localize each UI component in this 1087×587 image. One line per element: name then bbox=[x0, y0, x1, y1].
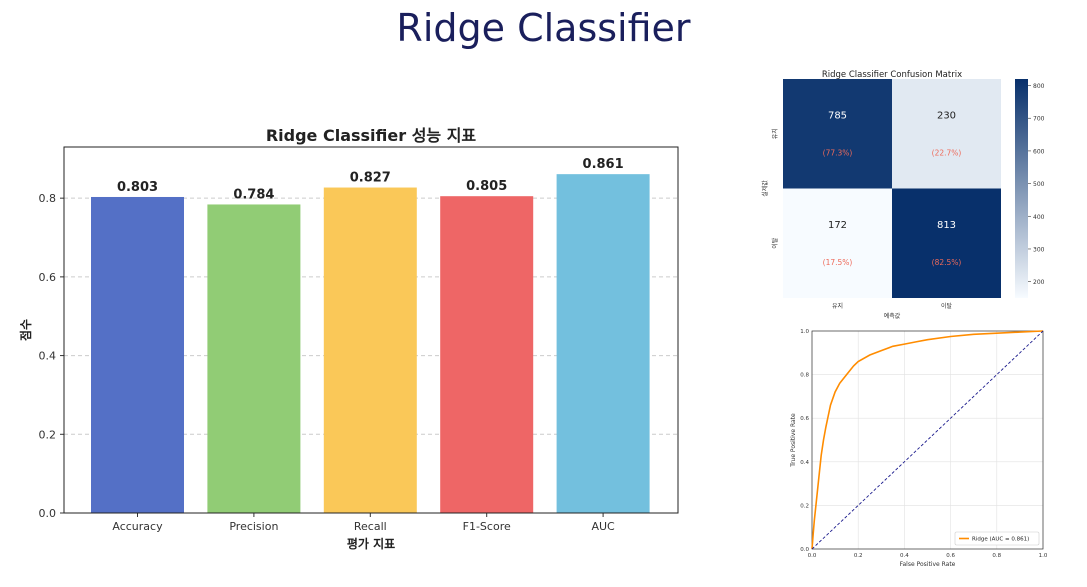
roc-x-tick-label: 0.4 bbox=[900, 553, 909, 559]
bar-value-label: 0.827 bbox=[350, 171, 391, 186]
roc-x-tick-label: 0.2 bbox=[854, 553, 863, 559]
bar-chart: Ridge Classifier 성능 지표 0.0 0.2 0.4 0.6 0.8 0.8… bbox=[18, 126, 679, 551]
x-tick-label: F1-Score bbox=[463, 520, 511, 533]
row-tick-label: 유지 bbox=[771, 128, 779, 139]
cm-y-axis-label: 실제값 bbox=[761, 180, 769, 197]
confusion-matrix-chart: Ridge Classifier Confusion Matrix 785 (77.… bbox=[761, 70, 1045, 320]
chance-diagonal-line bbox=[811, 330, 1044, 550]
col-tick-label: 이탈 bbox=[941, 302, 953, 310]
y-tick-label: 0.8 bbox=[39, 192, 57, 205]
matrix-cell bbox=[783, 79, 892, 189]
colorbar-tick-label: 400 bbox=[1033, 214, 1045, 221]
bar-value-label: 0.803 bbox=[117, 180, 158, 195]
colorbar-tick-label: 600 bbox=[1033, 148, 1045, 155]
x-tick-label: AUC bbox=[591, 520, 615, 533]
cell-percent-label: (82.5%) bbox=[932, 258, 962, 267]
row-tick-label: 이탈 bbox=[771, 237, 779, 249]
colorbar-tick-label: 300 bbox=[1033, 246, 1045, 253]
slide-title: Ridge Classifier bbox=[396, 6, 691, 50]
colorbar-tick-label: 700 bbox=[1033, 116, 1045, 123]
cell-percent-label: (77.3%) bbox=[823, 149, 853, 158]
roc-x-tick-label: 0.6 bbox=[946, 553, 955, 559]
roc-y-tick-label: 0.2 bbox=[800, 503, 809, 509]
bar-value-label: 0.784 bbox=[233, 187, 274, 202]
colorbar-tick-label: 200 bbox=[1033, 279, 1045, 286]
cell-percent-label: (22.7%) bbox=[932, 149, 962, 158]
cell-count-label: 230 bbox=[937, 110, 956, 121]
bar-accuracy bbox=[91, 196, 184, 513]
cell-count-label: 785 bbox=[828, 110, 847, 121]
confusion-matrix-title: Ridge Classifier Confusion Matrix bbox=[822, 70, 962, 80]
cm-x-axis-label: 예측값 bbox=[884, 312, 901, 320]
x-tick-label: Accuracy bbox=[112, 520, 163, 533]
roc-curve-line bbox=[811, 330, 1044, 550]
bar-value-label: 0.805 bbox=[466, 179, 507, 194]
colorbar bbox=[1015, 79, 1028, 298]
matrix-cell bbox=[892, 188, 1001, 298]
bar-precision bbox=[207, 204, 301, 513]
bar-auc bbox=[556, 174, 650, 513]
x-tick-label: Recall bbox=[354, 520, 387, 533]
y-tick-label: 0.4 bbox=[39, 350, 57, 363]
bar-recall bbox=[323, 187, 417, 513]
roc-x-axis-label: False Positive Rate bbox=[900, 561, 956, 568]
roc-y-tick-label: 1.0 bbox=[800, 329, 809, 335]
roc-x-tick-label: 1.0 bbox=[1039, 553, 1048, 559]
cell-count-label: 813 bbox=[937, 220, 956, 231]
bar-f1-score bbox=[440, 196, 534, 513]
colorbar-tick-label: 800 bbox=[1033, 83, 1045, 90]
bar-x-axis-label: 평가 지표 bbox=[347, 536, 395, 551]
bar-value-label: 0.861 bbox=[583, 157, 624, 172]
roc-y-tick-label: 0.4 bbox=[800, 460, 809, 466]
roc-y-tick-label: 0.6 bbox=[800, 416, 809, 422]
roc-y-axis-label: True Positive Rate bbox=[790, 413, 797, 468]
roc-legend-label: Ridge (AUC = 0.861) bbox=[972, 537, 1029, 543]
roc-x-tick-label: 0.0 bbox=[808, 553, 817, 559]
y-tick-label: 0.2 bbox=[39, 428, 57, 441]
bar-plot-frame bbox=[63, 146, 679, 514]
roc-legend-box bbox=[954, 531, 1040, 546]
colorbar-tick-label: 500 bbox=[1033, 181, 1045, 188]
cell-percent-label: (17.5%) bbox=[823, 258, 853, 267]
bar-y-axis-label: 점수 bbox=[18, 319, 33, 341]
y-tick-label: 0.6 bbox=[39, 271, 57, 284]
roc-curve-chart: 0.00.0 0.2 0.2 0.4 0.4 0.6 0.6 0.8 0.8 1.0 1.0 Ridg… bbox=[790, 329, 1048, 568]
matrix-cell bbox=[783, 188, 892, 298]
roc-plot-frame bbox=[811, 330, 1044, 550]
roc-x-tick-label: 0.8 bbox=[992, 553, 1001, 559]
roc-y-tick-label: 0.8 bbox=[800, 373, 809, 379]
x-tick-label: Precision bbox=[229, 520, 278, 533]
cell-count-label: 172 bbox=[828, 220, 847, 231]
col-tick-label: 유지 bbox=[832, 302, 843, 310]
bar-chart-title: Ridge Classifier 성능 지표 bbox=[266, 126, 477, 145]
roc-y-tick-label: 0.0 bbox=[800, 547, 809, 553]
y-tick-label: 0.0 bbox=[39, 507, 57, 520]
matrix-cell bbox=[892, 79, 1001, 189]
